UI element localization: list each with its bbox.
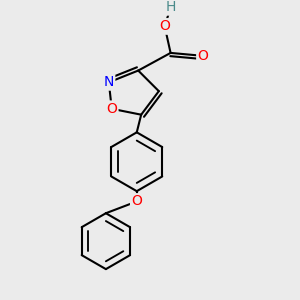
- Text: O: O: [197, 49, 208, 63]
- Text: O: O: [159, 20, 170, 33]
- Text: O: O: [131, 194, 142, 208]
- Text: O: O: [106, 102, 117, 116]
- Text: H: H: [165, 0, 176, 14]
- Text: N: N: [103, 75, 114, 89]
